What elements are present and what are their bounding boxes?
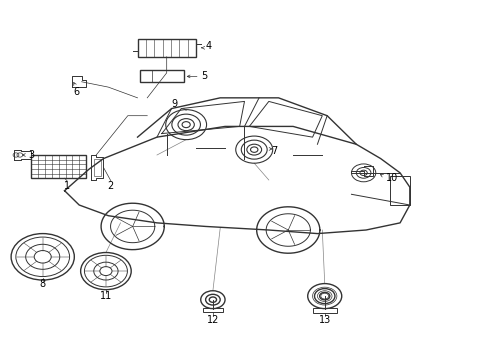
Text: 9: 9: [171, 99, 177, 109]
Bar: [94, 158, 101, 176]
Text: 6: 6: [74, 87, 80, 97]
Text: 2: 2: [107, 181, 114, 191]
Bar: [312, 307, 336, 313]
Text: 11: 11: [100, 291, 112, 301]
Text: 13: 13: [318, 315, 330, 325]
Text: 7: 7: [271, 146, 277, 156]
Bar: [137, 39, 196, 57]
Text: 10: 10: [385, 173, 397, 183]
Bar: [389, 176, 409, 205]
Bar: [140, 70, 183, 82]
Text: 12: 12: [206, 315, 219, 325]
Text: 1: 1: [64, 181, 70, 191]
Text: 8: 8: [40, 279, 46, 289]
Bar: [30, 155, 86, 178]
Text: 5: 5: [201, 71, 206, 81]
Text: 3: 3: [28, 150, 34, 160]
Bar: [203, 307, 222, 312]
Text: 4: 4: [205, 41, 211, 51]
